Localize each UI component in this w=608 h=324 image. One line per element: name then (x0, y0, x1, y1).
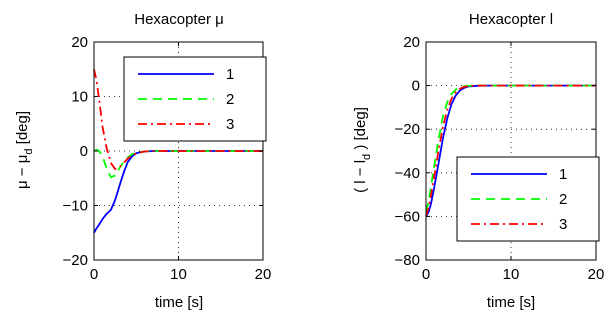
legend-label-1: 1 (559, 166, 567, 183)
y-tick-label: −10 (63, 198, 88, 215)
legend-label-2: 2 (226, 91, 234, 108)
y-tick-label: 0 (80, 143, 88, 160)
y-tick-label: 10 (71, 89, 88, 106)
plot-area: 0 10 20 −20 −10 0 10 20 1 2 3 (63, 34, 272, 283)
series-line-3 (93, 69, 263, 171)
x-axis-label: time [s] (155, 294, 203, 311)
y-axis-label-unit: [deg] (14, 111, 31, 149)
y-axis-label: μ − μd [deg] (14, 111, 35, 189)
x-tick-label: 20 (588, 266, 605, 283)
series-line-2 (425, 84, 596, 213)
x-axis-label: time [s] (487, 294, 535, 311)
y-tick-label: 20 (403, 34, 420, 51)
series-line-3 (425, 84, 596, 217)
y-tick-label: −20 (395, 121, 420, 138)
legend-label-3: 3 (559, 216, 567, 233)
legend-label-1: 1 (226, 66, 234, 83)
x-tick-label: 0 (422, 266, 430, 283)
y-tick-label: −40 (395, 165, 420, 182)
chart-title: Hexacopter μ (134, 11, 224, 28)
y-tick-label: −80 (395, 252, 420, 269)
y-axis-label-main: ( l − l (352, 160, 369, 193)
x-tick-label: 20 (255, 266, 272, 283)
legend-label-3: 3 (226, 116, 234, 133)
legend: 1 2 3 (123, 56, 267, 142)
y-axis-label-sub: d (361, 154, 373, 160)
chart-title: Hexacopter l (469, 11, 553, 28)
series-line-2 (93, 148, 263, 179)
legend: 1 2 3 (456, 156, 600, 242)
y-axis-label-sub: d (23, 149, 35, 155)
y-axis-label-main: μ − μ (14, 155, 31, 189)
y-tick-label: 0 (412, 78, 420, 95)
x-tick-label: 10 (503, 266, 520, 283)
plot-area: 0 10 20 −80 −60 −40 −20 0 20 1 2 3 (395, 34, 605, 283)
y-tick-label: −60 (395, 208, 420, 225)
y-axis-label: ( l − ld ) [deg] (352, 107, 373, 193)
series-line-1 (93, 150, 263, 234)
chart-hexacopter-mu: Hexacopter μ 0 10 20 −20 −10 0 10 20 1 2 3 time [s… (14, 11, 271, 311)
x-tick-label: 0 (90, 266, 98, 283)
chart-hexacopter-l: Hexacopter l 0 10 20 −80 −60 −40 −20 0 20 1 2 3 tim… (352, 11, 604, 311)
legend-label-2: 2 (559, 191, 567, 208)
legend-box (456, 156, 600, 242)
x-tick-label: 10 (170, 266, 187, 283)
y-tick-label: −20 (63, 252, 88, 269)
y-tick-label: 20 (71, 34, 88, 51)
y-axis-label-unit: ) [deg] (352, 107, 369, 154)
legend-box (123, 56, 267, 142)
